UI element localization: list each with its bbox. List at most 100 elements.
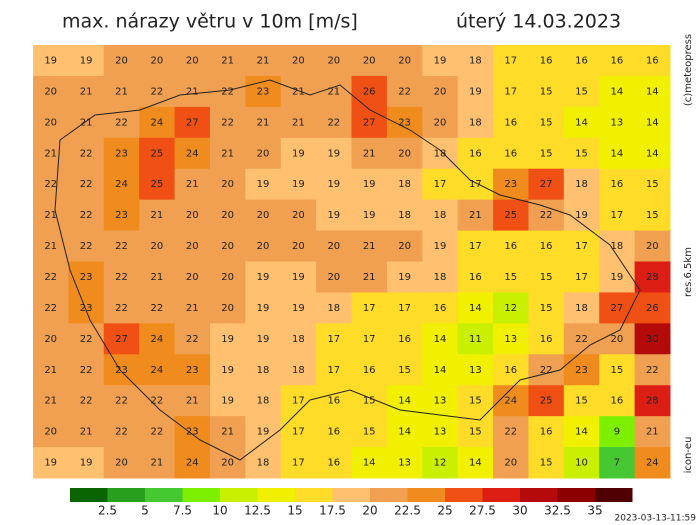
side-label: res.6.5km xyxy=(683,247,694,297)
field-cell xyxy=(139,416,176,448)
cell-value: 18 xyxy=(257,365,270,376)
cell-value: 9 xyxy=(614,427,620,438)
cell-value: 18 xyxy=(257,458,270,469)
field-cell xyxy=(351,45,388,77)
cell-value: 21 xyxy=(363,241,376,252)
field-cell xyxy=(103,416,140,448)
field-cell xyxy=(280,137,317,170)
field-cell xyxy=(493,261,529,293)
field-cell xyxy=(493,75,529,108)
field-cell xyxy=(174,261,211,293)
field-cell xyxy=(68,323,105,355)
field-cell xyxy=(493,106,529,139)
cell-value: 20 xyxy=(186,210,199,221)
cell-value: 13 xyxy=(611,117,624,128)
cell-value: 22 xyxy=(115,117,128,128)
legend-swatch xyxy=(70,488,108,502)
cell-value: 20 xyxy=(398,55,411,66)
field-cell xyxy=(528,292,565,324)
cell-value: 22 xyxy=(80,241,93,252)
cell-value: 17 xyxy=(363,303,376,314)
cell-value: 19 xyxy=(434,241,447,252)
cell-value: 20 xyxy=(150,55,163,66)
field-cell xyxy=(33,230,69,262)
cell-value: 19 xyxy=(292,272,305,283)
cell-value: 21 xyxy=(363,148,376,159)
field-cell xyxy=(33,261,69,293)
cell-value: 19 xyxy=(611,272,624,283)
field-cell xyxy=(174,137,211,170)
cell-value: 22 xyxy=(150,86,163,97)
cell-value: 20 xyxy=(44,86,57,97)
cell-value: 24 xyxy=(646,458,659,469)
field-cell xyxy=(68,385,105,417)
field-cell xyxy=(422,75,459,108)
field-cell xyxy=(386,106,423,139)
field-cell xyxy=(245,385,282,417)
cell-value: 21 xyxy=(115,86,128,97)
field-cell xyxy=(245,292,282,324)
cell-value: 17 xyxy=(504,86,517,97)
cell-value: 20 xyxy=(363,55,376,66)
field-cell xyxy=(139,75,176,108)
legend-tick-label: 35 xyxy=(587,504,602,518)
cell-value: 26 xyxy=(363,86,376,97)
field-cell xyxy=(280,168,317,201)
cell-value: 17 xyxy=(363,334,376,345)
field-cell xyxy=(634,106,671,139)
cell-value: 11 xyxy=(469,334,482,345)
date: úterý 14.03.2023 xyxy=(456,11,621,33)
field-cell xyxy=(33,385,69,417)
cell-value: 19 xyxy=(292,148,305,159)
cell-value: 15 xyxy=(646,210,659,221)
cell-value: 23 xyxy=(115,365,128,376)
field-cell xyxy=(174,323,211,355)
field-cell xyxy=(139,199,176,232)
cell-value: 27 xyxy=(611,303,624,314)
cell-value: 23 xyxy=(504,179,517,190)
field-cell xyxy=(280,261,317,293)
cell-value: 23 xyxy=(80,303,93,314)
field-cell xyxy=(33,354,69,386)
cell-value: 15 xyxy=(575,86,588,97)
field-cell xyxy=(33,75,69,108)
field-cell xyxy=(457,199,494,232)
field-cell xyxy=(422,354,459,386)
field-cell xyxy=(493,292,529,324)
field-cell xyxy=(493,323,529,355)
field-cell xyxy=(33,447,69,479)
field-cell xyxy=(139,137,176,170)
field-cell xyxy=(103,168,140,201)
field-cell xyxy=(316,385,352,417)
cell-value: 20 xyxy=(221,179,234,190)
field-cell xyxy=(528,416,565,448)
field-cell xyxy=(103,75,140,108)
field-cell xyxy=(209,199,246,232)
cell-value: 21 xyxy=(469,210,482,221)
field-cell xyxy=(599,137,636,170)
field-cell xyxy=(457,261,494,293)
field-cell xyxy=(528,106,565,139)
field-cell xyxy=(528,385,565,417)
legend-tick-label: 12.5 xyxy=(244,504,271,518)
field-cell xyxy=(528,323,565,355)
field-cell xyxy=(103,45,140,77)
field-cell xyxy=(422,447,459,479)
field-cell xyxy=(422,261,459,293)
cell-value: 19 xyxy=(80,55,93,66)
cell-value: 20 xyxy=(221,458,234,469)
legend-swatch xyxy=(557,488,595,502)
field-cell xyxy=(174,168,211,201)
field-cell xyxy=(351,385,388,417)
cell-value: 15 xyxy=(575,148,588,159)
cell-value: 23 xyxy=(115,148,128,159)
field-cell xyxy=(68,292,105,324)
field-cell xyxy=(280,230,317,262)
cell-value: 21 xyxy=(186,179,199,190)
legend-tick-label: 15 xyxy=(287,504,302,518)
cell-value: 18 xyxy=(292,334,305,345)
field-cell xyxy=(457,230,494,262)
field-cell xyxy=(493,354,529,386)
cell-value: 17 xyxy=(292,396,305,407)
